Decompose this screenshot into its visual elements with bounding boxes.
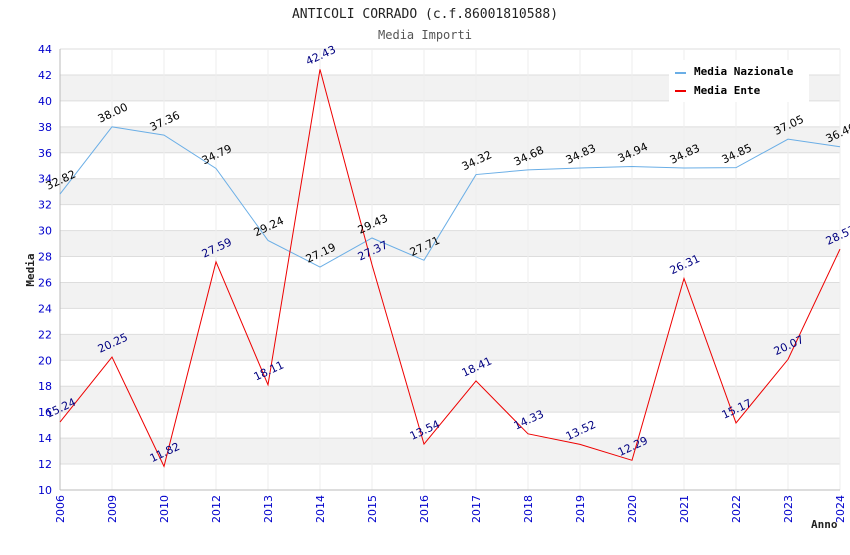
y-tick-label: 36: [38, 147, 52, 160]
y-tick-label: 34: [38, 173, 52, 186]
legend-label-media-ente: Media Ente: [694, 84, 761, 97]
y-tick-label: 12: [38, 458, 52, 471]
x-tick-label: 2018: [522, 495, 535, 523]
axes: [59, 49, 840, 491]
grid-band: [60, 386, 840, 413]
x-gridlines: [59, 49, 841, 490]
grid-band: [60, 178, 840, 205]
grid-band: [60, 230, 840, 257]
y-tick-label: 18: [38, 380, 52, 393]
x-axis-label: Anno: [811, 518, 838, 531]
legend-label-media-nazionale: Media Nazionale: [694, 65, 794, 78]
x-tick-label: 2010: [158, 495, 171, 523]
grid-band: [60, 438, 840, 465]
x-tick-labels: 2006 2009 2010 2012 2013 2014 2015 2016 2017 2018…: [54, 495, 847, 523]
series-line: [59, 126, 841, 268]
x-tick-label: 2019: [574, 495, 587, 523]
grid-band: [60, 126, 840, 153]
y-tick-label: 22: [38, 328, 52, 341]
data-label: 42.43: [304, 43, 338, 68]
x-tick-label: 2017: [470, 495, 483, 523]
y-tick-labels: 10 12 14 16 18 20 22 24 26 28 30 32 34 36 38 40 42 44: [38, 43, 52, 497]
x-tick-label: 2016: [418, 495, 431, 523]
series-lines: [59, 69, 841, 468]
y-tick-label: 10: [38, 484, 52, 497]
y-tick-label: 42: [38, 69, 52, 82]
y-axis-label: Media: [24, 253, 37, 286]
y-tick-label: 14: [38, 432, 52, 445]
grid-band: [60, 334, 840, 361]
y-tick-label: 20: [38, 354, 52, 367]
chart-title: ANTICOLI CORRADO (c.f.86001810588): [292, 7, 558, 22]
y-tick-label: 16: [38, 406, 52, 419]
series-line: [59, 69, 841, 468]
y-tick-label: 38: [38, 121, 52, 134]
y-tick-label: 28: [38, 251, 52, 264]
legend-box: [669, 60, 809, 102]
x-tick-label: 2014: [314, 495, 327, 523]
x-tick-label: 2013: [262, 495, 275, 523]
grid-band: [60, 282, 840, 309]
y-tick-label: 44: [38, 43, 52, 56]
x-tick-label: 2024: [834, 495, 847, 523]
x-tick-label: 2021: [678, 495, 691, 523]
chart-subtitle: Media Importi: [378, 28, 472, 42]
data-label: 38.00: [96, 100, 130, 125]
grid-bands: [60, 74, 840, 465]
x-tick-label: 2015: [366, 495, 379, 523]
y-tick-label: 40: [38, 95, 52, 108]
y-tick-label: 32: [38, 199, 52, 212]
x-tick-label: 2023: [782, 495, 795, 523]
x-tick-label: 2006: [54, 495, 67, 523]
x-tick-label: 2012: [210, 495, 223, 523]
x-tick-label: 2020: [626, 495, 639, 523]
data-label: 36.46: [824, 120, 850, 145]
x-tick-label: 2022: [730, 495, 743, 523]
y-tick-label: 26: [38, 276, 52, 289]
legend: Media Nazionale Media Ente: [669, 60, 809, 102]
y-tick-label: 24: [38, 302, 52, 315]
data-label: 28.57: [824, 223, 850, 248]
y-tick-label: 30: [38, 225, 52, 238]
x-tick-label: 2009: [106, 495, 119, 523]
